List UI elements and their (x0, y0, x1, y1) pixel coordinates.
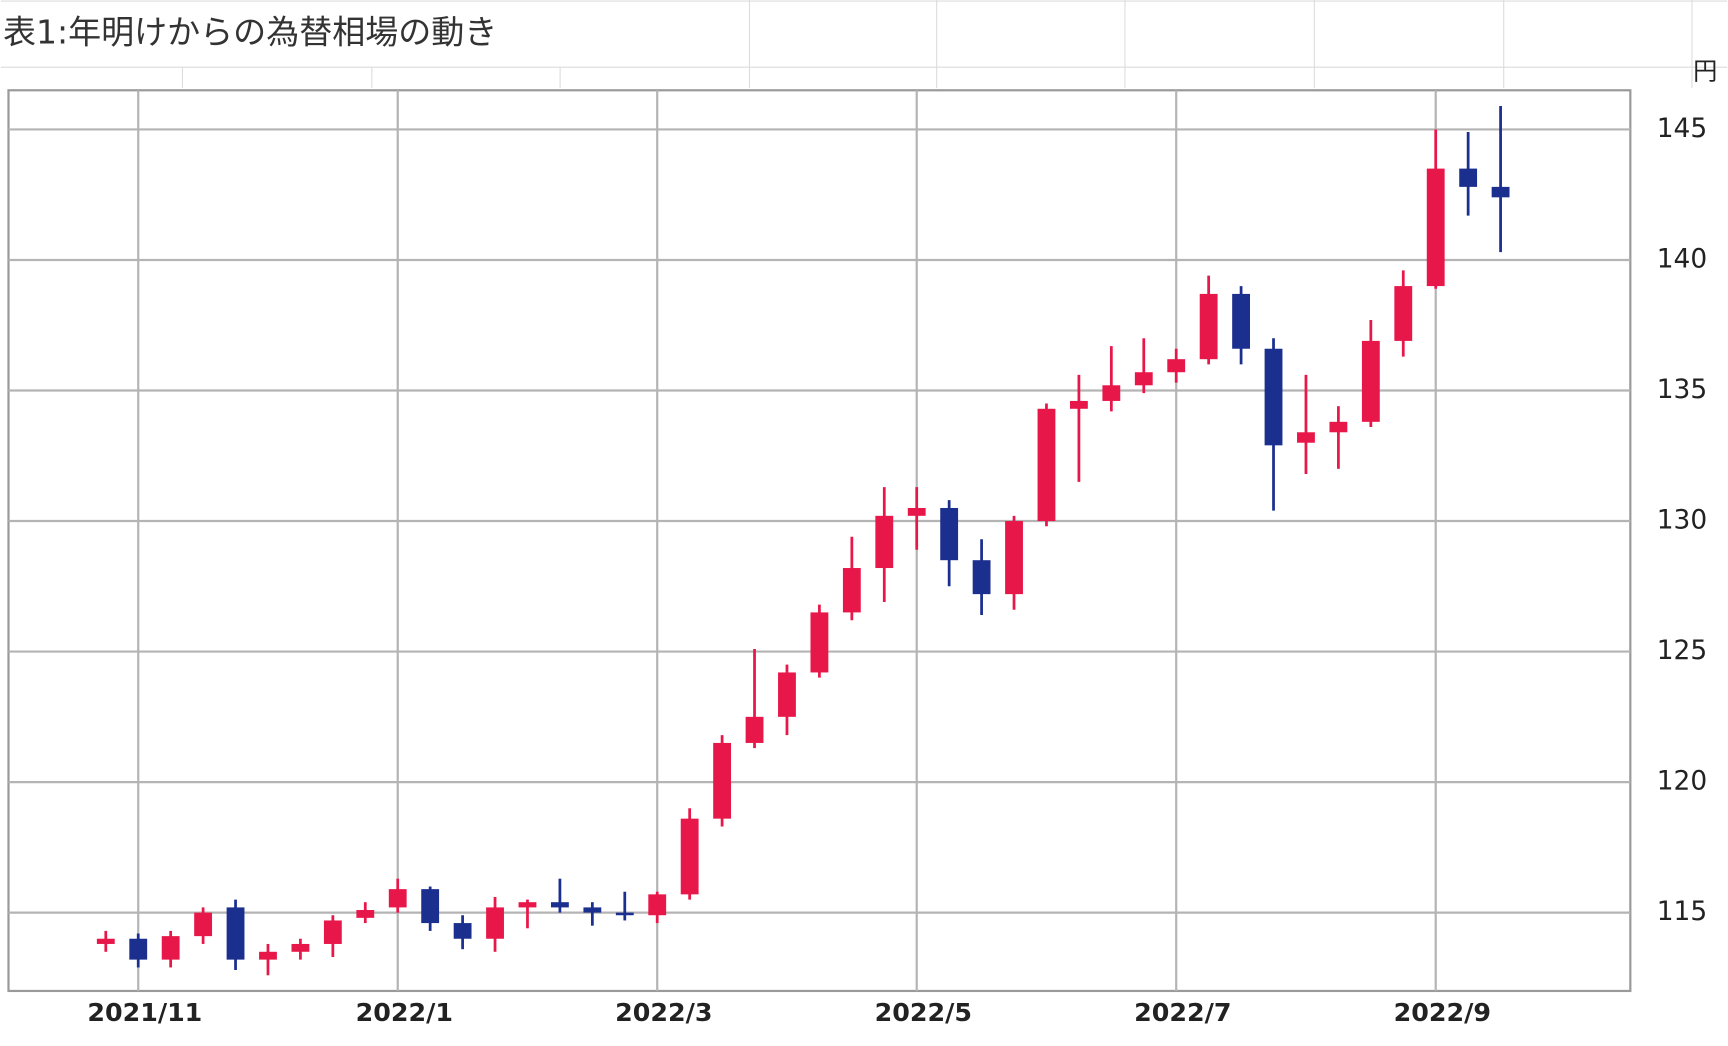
candle-body (1394, 286, 1413, 341)
candle-body (550, 902, 569, 908)
candle-body (648, 894, 667, 916)
sheet-cells (0, 0, 1728, 89)
candle-body (1037, 408, 1056, 522)
candle-body (161, 936, 180, 960)
candle-body (323, 920, 342, 944)
x-tick-label: 2022/3 (615, 997, 712, 1027)
y-tick-label: 115 (1657, 896, 1707, 927)
candle-body (1491, 186, 1510, 198)
x-tick-label: 2022/5 (875, 997, 972, 1027)
y-tick-label: 120 (1657, 766, 1707, 797)
candle-body (1232, 293, 1251, 349)
candle-body (1264, 348, 1283, 446)
x-tick-label: 2022/9 (1394, 997, 1491, 1027)
candle-body (1426, 168, 1445, 287)
candle-body (194, 912, 213, 937)
candle-body (875, 515, 894, 569)
candle-body (1459, 168, 1478, 187)
candle-body (486, 907, 504, 939)
candle-body (421, 889, 440, 924)
candle-body (291, 943, 310, 952)
candle-body (583, 907, 602, 913)
plot-area (7, 89, 1632, 993)
x-tick-label: 2022/1 (356, 997, 453, 1027)
candle-body (1361, 340, 1380, 422)
y-tick-label: 140 (1657, 243, 1707, 274)
y-tick-label: 125 (1657, 635, 1707, 666)
candle-body (1167, 359, 1186, 373)
candle-body (713, 742, 732, 819)
candle-body (907, 507, 926, 516)
y-tick-label: 145 (1657, 113, 1707, 144)
candle-body (356, 910, 375, 918)
candle-body (615, 912, 634, 916)
candle-body (1134, 372, 1153, 386)
candle-body (129, 938, 148, 960)
candle-body (745, 716, 764, 743)
x-tick-label: 2022/7 (1134, 997, 1231, 1027)
chart-title: 表1:年明けからの為替相場の動き (3, 13, 497, 52)
candle-body (259, 951, 277, 960)
candle-body (810, 612, 829, 673)
y-tick-label: 130 (1657, 505, 1707, 536)
candle-body (1102, 385, 1121, 401)
candle-body (453, 923, 472, 939)
candle-body (518, 902, 537, 908)
candle-body (680, 818, 699, 895)
candle-body (778, 672, 796, 717)
candle-body (1199, 293, 1218, 360)
candle-body (842, 568, 861, 613)
y-tick-label: 135 (1657, 374, 1707, 405)
candle-body (972, 560, 991, 595)
candle-body (1329, 421, 1348, 433)
y-unit: 円 (1693, 58, 1717, 86)
candle-body (388, 889, 407, 908)
candle-body (226, 907, 245, 960)
candle-body (1069, 400, 1088, 409)
x-tick-label: 2021/11 (87, 997, 202, 1027)
candle-body (1005, 521, 1023, 595)
candle-body (940, 507, 959, 561)
candle-body (1297, 432, 1315, 443)
candle-body (96, 938, 115, 944)
